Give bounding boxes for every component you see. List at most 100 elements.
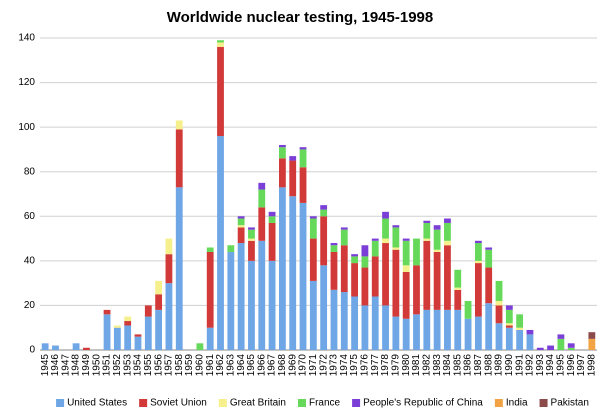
x-tick-label: 1993 [535, 354, 546, 377]
bar-segment [124, 316, 132, 322]
x-tick-label: 1953 [122, 354, 133, 377]
bar-segment [237, 243, 245, 350]
bar-segment [320, 216, 328, 266]
bar-segment [423, 222, 431, 239]
bar-segment [237, 225, 245, 228]
x-tick-label: 1995 [556, 354, 567, 377]
bar-segment [340, 292, 348, 350]
bar-segment [454, 289, 462, 310]
x-tick-label: 1975 [349, 354, 360, 377]
legend-item: Pakistan [539, 398, 589, 409]
bar-segment [505, 309, 513, 324]
bar-segment [72, 343, 80, 350]
bar-segment [526, 334, 534, 350]
x-tick-label: 1992 [525, 354, 536, 377]
bar-segment [444, 240, 451, 246]
bar-segment [588, 332, 596, 339]
x-tick-label: 1963 [225, 354, 236, 377]
x-tick-label: 1989 [494, 354, 505, 377]
bar-segment [309, 216, 317, 219]
legend-swatch [56, 399, 65, 407]
bar-segment [155, 309, 163, 350]
bar-segment [289, 156, 297, 161]
bar-segment [474, 316, 482, 350]
bar-segment [402, 272, 410, 319]
bar-segment [248, 260, 255, 350]
x-tick-label: 1996 [566, 354, 577, 377]
x-tick-label: 1971 [308, 354, 319, 377]
bar-segment [134, 336, 142, 350]
y-tick-label: 80 [24, 166, 36, 177]
bar-segment [433, 309, 441, 350]
bar-segment [206, 327, 214, 350]
bar-segment [516, 314, 524, 328]
x-tick-label: 1948 [71, 354, 82, 377]
bar-segment [423, 240, 431, 310]
bar-segment [526, 329, 534, 335]
x-tick-label: 1958 [174, 354, 185, 377]
x-tick-label: 1945 [40, 354, 51, 377]
bar-segment [402, 318, 410, 350]
bar-segment [227, 251, 235, 350]
bar-segment [433, 249, 441, 252]
bar-segment [144, 305, 152, 317]
bar-segment [567, 343, 575, 348]
x-tick-label: 1991 [514, 354, 525, 377]
bar-segment [444, 245, 451, 310]
bar-segment [382, 305, 389, 350]
legend-item: Great Britain [218, 398, 286, 409]
x-tick-label: 1982 [421, 354, 432, 377]
bar-segment [444, 309, 451, 350]
bar-segment [237, 227, 245, 244]
legend-swatch [218, 399, 227, 407]
bar-segment [268, 222, 276, 261]
bar-segment [248, 238, 255, 241]
bar-segment [392, 247, 400, 250]
bar-segment [413, 238, 420, 266]
bar-segment [206, 247, 214, 252]
bar-segment [155, 294, 163, 310]
x-tick-label: 1966 [256, 354, 267, 377]
bar-segment [268, 260, 276, 350]
bar-segment [505, 305, 513, 310]
x-tick-label: 1968 [277, 354, 288, 377]
bar-segment [351, 254, 359, 257]
bar-segment [371, 240, 379, 257]
bar-segment [454, 269, 462, 288]
legend-label: France [309, 398, 341, 409]
bar-segment [402, 265, 410, 272]
bar-segment [495, 305, 503, 324]
bar-segment [340, 245, 348, 293]
bar-segment [485, 303, 493, 350]
x-tick-label: 1954 [133, 354, 144, 377]
bar-segment [361, 245, 369, 257]
bar-segment [505, 327, 513, 350]
bar-segment [41, 343, 49, 350]
bar-segment [165, 238, 173, 255]
bar-segment [299, 147, 307, 150]
bar-segment [175, 120, 183, 130]
bar-segment [196, 343, 204, 350]
bar-segment [320, 265, 328, 350]
bar-segment [423, 309, 431, 350]
x-tick-label: 1959 [184, 354, 195, 377]
x-tick-label: 1961 [205, 354, 216, 377]
bar-segment [309, 238, 317, 281]
bar-segment [361, 305, 369, 350]
y-tick-label: 20 [24, 300, 36, 311]
bar-segment [248, 229, 255, 239]
bar-segment [516, 327, 524, 330]
bar-segment [299, 149, 307, 168]
x-tick-label: 1967 [267, 354, 278, 377]
bar-segment [402, 240, 410, 266]
legend-label: India [506, 398, 528, 409]
bar-segment [433, 229, 441, 250]
y-tick-label: 60 [24, 211, 36, 222]
bar-segment [248, 227, 255, 230]
bar-segment [309, 218, 317, 239]
y-tick-label: 40 [24, 255, 36, 266]
legend-swatch [297, 399, 306, 407]
legend-item: People's Republic of China [352, 398, 483, 409]
bar-segment [340, 227, 348, 230]
bar-segment [124, 321, 132, 326]
